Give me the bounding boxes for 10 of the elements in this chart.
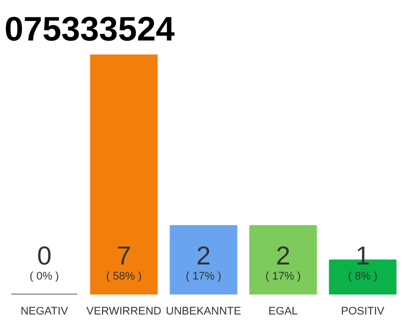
x-tick-label: NEGATIV — [20, 306, 69, 318]
data-label: 2 ( 17% ) — [186, 240, 222, 282]
x-tick-label: UNBEKANNTE — [166, 306, 242, 318]
data-label: 0 ( 0% ) — [30, 240, 59, 282]
x-tick-label: POSITIV — [341, 306, 386, 318]
data-label: 2 ( 17% ) — [265, 240, 301, 282]
chart-title: 075333524 — [4, 10, 175, 48]
x-tick-label: VERWIRREND — [86, 306, 162, 318]
x-tick-label: EGAL — [268, 306, 298, 318]
data-label: 7 ( 58% ) — [106, 240, 142, 282]
